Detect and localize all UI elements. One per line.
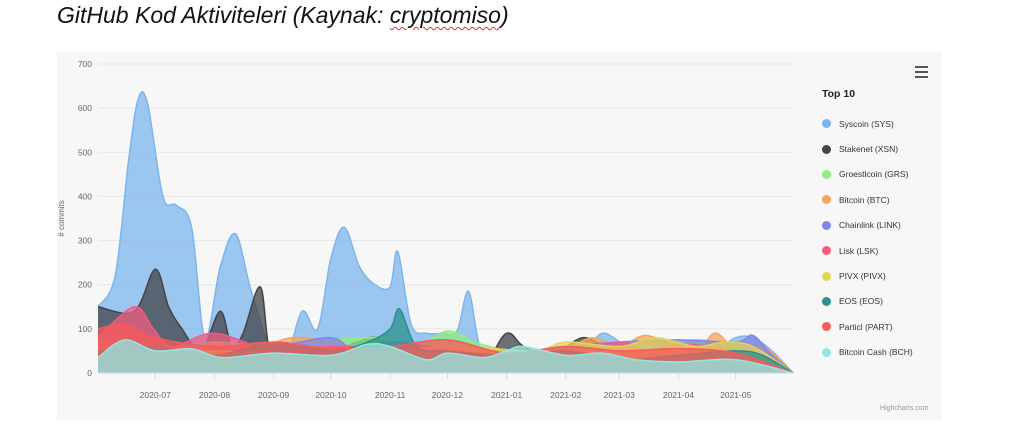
legend-item[interactable]: Lisk (LSK) bbox=[822, 238, 942, 263]
legend-label: Groestlcoin (GRS) bbox=[839, 169, 909, 180]
legend-marker bbox=[822, 195, 831, 205]
legend-marker bbox=[822, 271, 831, 281]
series-line-bitcoin-cash-bch[interactable] bbox=[97, 339, 794, 374]
legend-label: Bitcoin Cash (BCH) bbox=[839, 347, 913, 358]
x-tick-label-2020-12: 2020-12 bbox=[432, 390, 463, 400]
legend-label: Syscoin (SYS) bbox=[839, 118, 894, 129]
x-tick-label-2021-04: 2021-04 bbox=[663, 390, 694, 400]
legend-marker bbox=[822, 220, 831, 230]
y-axis-label: # commits bbox=[57, 200, 66, 236]
y-tick-label-500: 500 bbox=[78, 147, 92, 157]
title-source-link: cryptomiso bbox=[389, 2, 501, 28]
highcharts-credits[interactable]: Highcharts.com bbox=[880, 405, 929, 412]
series-layer bbox=[97, 91, 794, 374]
legend: Top 10 Syscoin (SYS) Stakenet (XSN) Groest… bbox=[822, 88, 942, 365]
legend-label: PIVX (PIVX) bbox=[839, 271, 886, 282]
title-end: ) bbox=[500, 2, 509, 28]
legend-marker bbox=[822, 347, 831, 357]
y-tick-label-400: 400 bbox=[78, 191, 92, 201]
legend-item[interactable]: EOS (EOS) bbox=[822, 289, 942, 314]
legend-marker bbox=[822, 296, 831, 306]
legend-items: Syscoin (SYS) Stakenet (XSN) Groestlcoin (… bbox=[822, 111, 942, 365]
y-tick-label-300: 300 bbox=[78, 236, 92, 246]
legend-item[interactable]: Groestlcoin (GRS) bbox=[822, 162, 942, 187]
legend-label: Stakenet (XSN) bbox=[839, 144, 899, 155]
y-tick-label-0: 0 bbox=[87, 368, 92, 378]
x-tick-label-2020-08: 2020-08 bbox=[199, 390, 230, 400]
x-tick-label-2020-09: 2020-09 bbox=[258, 390, 289, 400]
legend-marker bbox=[822, 119, 831, 129]
legend-item[interactable]: Chainlink (LINK) bbox=[822, 213, 942, 238]
legend-marker bbox=[822, 322, 831, 332]
legend-label: Particl (PART) bbox=[839, 321, 893, 332]
legend-label: Chainlink (LINK) bbox=[839, 220, 901, 231]
legend-marker bbox=[822, 246, 831, 256]
page-title: GitHub Kod Aktiviteleri (Kaynak: cryptom… bbox=[57, 2, 509, 29]
legend-label: Bitcoin (BTC) bbox=[839, 194, 890, 205]
legend-marker bbox=[822, 169, 831, 179]
legend-item[interactable]: Bitcoin Cash (BCH) bbox=[822, 340, 942, 365]
legend-item[interactable]: Particl (PART) bbox=[822, 314, 942, 339]
legend-item[interactable]: Bitcoin (BTC) bbox=[822, 187, 942, 212]
series-area-bitcoin-cash-bch[interactable] bbox=[98, 339, 793, 373]
legend-item[interactable]: Syscoin (SYS) bbox=[822, 111, 942, 136]
x-tick-label-2020-10: 2020-10 bbox=[315, 390, 346, 400]
legend-label: EOS (EOS) bbox=[839, 296, 883, 307]
chart-menu-icon[interactable] bbox=[915, 66, 928, 78]
legend-marker bbox=[822, 144, 831, 154]
x-tick-label-2021-03: 2021-03 bbox=[604, 390, 635, 400]
legend-item[interactable]: PIVX (PIVX) bbox=[822, 263, 942, 288]
x-tick-label-2020-11: 2020-11 bbox=[375, 390, 406, 400]
x-tick-label-2021-05: 2021-05 bbox=[720, 390, 751, 400]
title-main: GitHub Kod Aktiviteleri (Kaynak: bbox=[57, 2, 390, 28]
y-tick-label-100: 100 bbox=[78, 324, 92, 334]
legend-label: Lisk (LSK) bbox=[839, 245, 879, 256]
axis-layer: 0 100 200 300 400 500 600 700 2020-07 2020-08 2020… bbox=[57, 59, 793, 400]
y-tick-label-600: 600 bbox=[78, 103, 92, 113]
x-tick-label-2021-01: 2021-01 bbox=[491, 390, 522, 400]
series-line-particl-part[interactable] bbox=[97, 323, 794, 374]
series-bitcoin-cash-bch[interactable] bbox=[97, 339, 794, 374]
y-tick-label-700: 700 bbox=[78, 59, 92, 69]
legend-item[interactable]: Stakenet (XSN) bbox=[822, 136, 942, 161]
y-tick-label-200: 200 bbox=[78, 280, 92, 290]
legend-title: Top 10 bbox=[822, 88, 856, 100]
x-tick-label-2020-07: 2020-07 bbox=[140, 390, 171, 400]
x-tick-label-2021-02: 2021-02 bbox=[550, 390, 581, 400]
